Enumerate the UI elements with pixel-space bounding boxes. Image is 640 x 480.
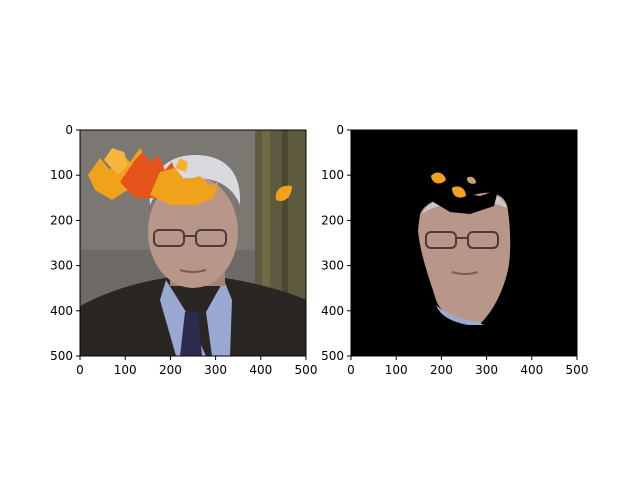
right-y-tick-label: 100 xyxy=(321,168,344,182)
leaf-cluster xyxy=(88,148,218,205)
left-x-tick-label: 400 xyxy=(249,363,272,377)
left-x-tick-label: 0 xyxy=(76,363,84,377)
masked-face xyxy=(418,172,511,325)
left-y-tick-label: 200 xyxy=(50,213,73,227)
right-x-tick-label: 100 xyxy=(385,363,408,377)
right-image-panel xyxy=(350,129,578,357)
right-x-tick-label: 500 xyxy=(566,363,589,377)
leaf-fragment xyxy=(431,172,446,184)
left-x-tick-label: 300 xyxy=(204,363,227,377)
left-y-tick-label: 500 xyxy=(50,349,73,363)
right-y-tick-label: 0 xyxy=(336,123,344,137)
left-y-tick-label: 300 xyxy=(50,259,73,273)
left-y-tick-label: 400 xyxy=(50,304,73,318)
right-x-tick-label: 300 xyxy=(475,363,498,377)
right-y-tick-label: 200 xyxy=(321,213,344,227)
left-image-panel xyxy=(79,129,307,357)
right-x-tick-label: 400 xyxy=(520,363,543,377)
left-y-tick-label: 100 xyxy=(50,168,73,182)
right-y-tick-label: 400 xyxy=(321,304,344,318)
leaf-fragment xyxy=(452,186,466,198)
left-x-tick-label: 200 xyxy=(159,363,182,377)
left-y-tick-label: 0 xyxy=(65,123,73,137)
right-y-tick-label: 300 xyxy=(321,259,344,273)
leaf-fragment xyxy=(467,176,476,184)
left-x-tick-label: 100 xyxy=(114,363,137,377)
right-y-tick-label: 500 xyxy=(321,349,344,363)
right-x-tick-label: 200 xyxy=(430,363,453,377)
leaf-right xyxy=(275,185,292,202)
right-x-tick-label: 0 xyxy=(347,363,355,377)
left-photo xyxy=(80,130,306,356)
left-x-tick-label: 500 xyxy=(295,363,318,377)
